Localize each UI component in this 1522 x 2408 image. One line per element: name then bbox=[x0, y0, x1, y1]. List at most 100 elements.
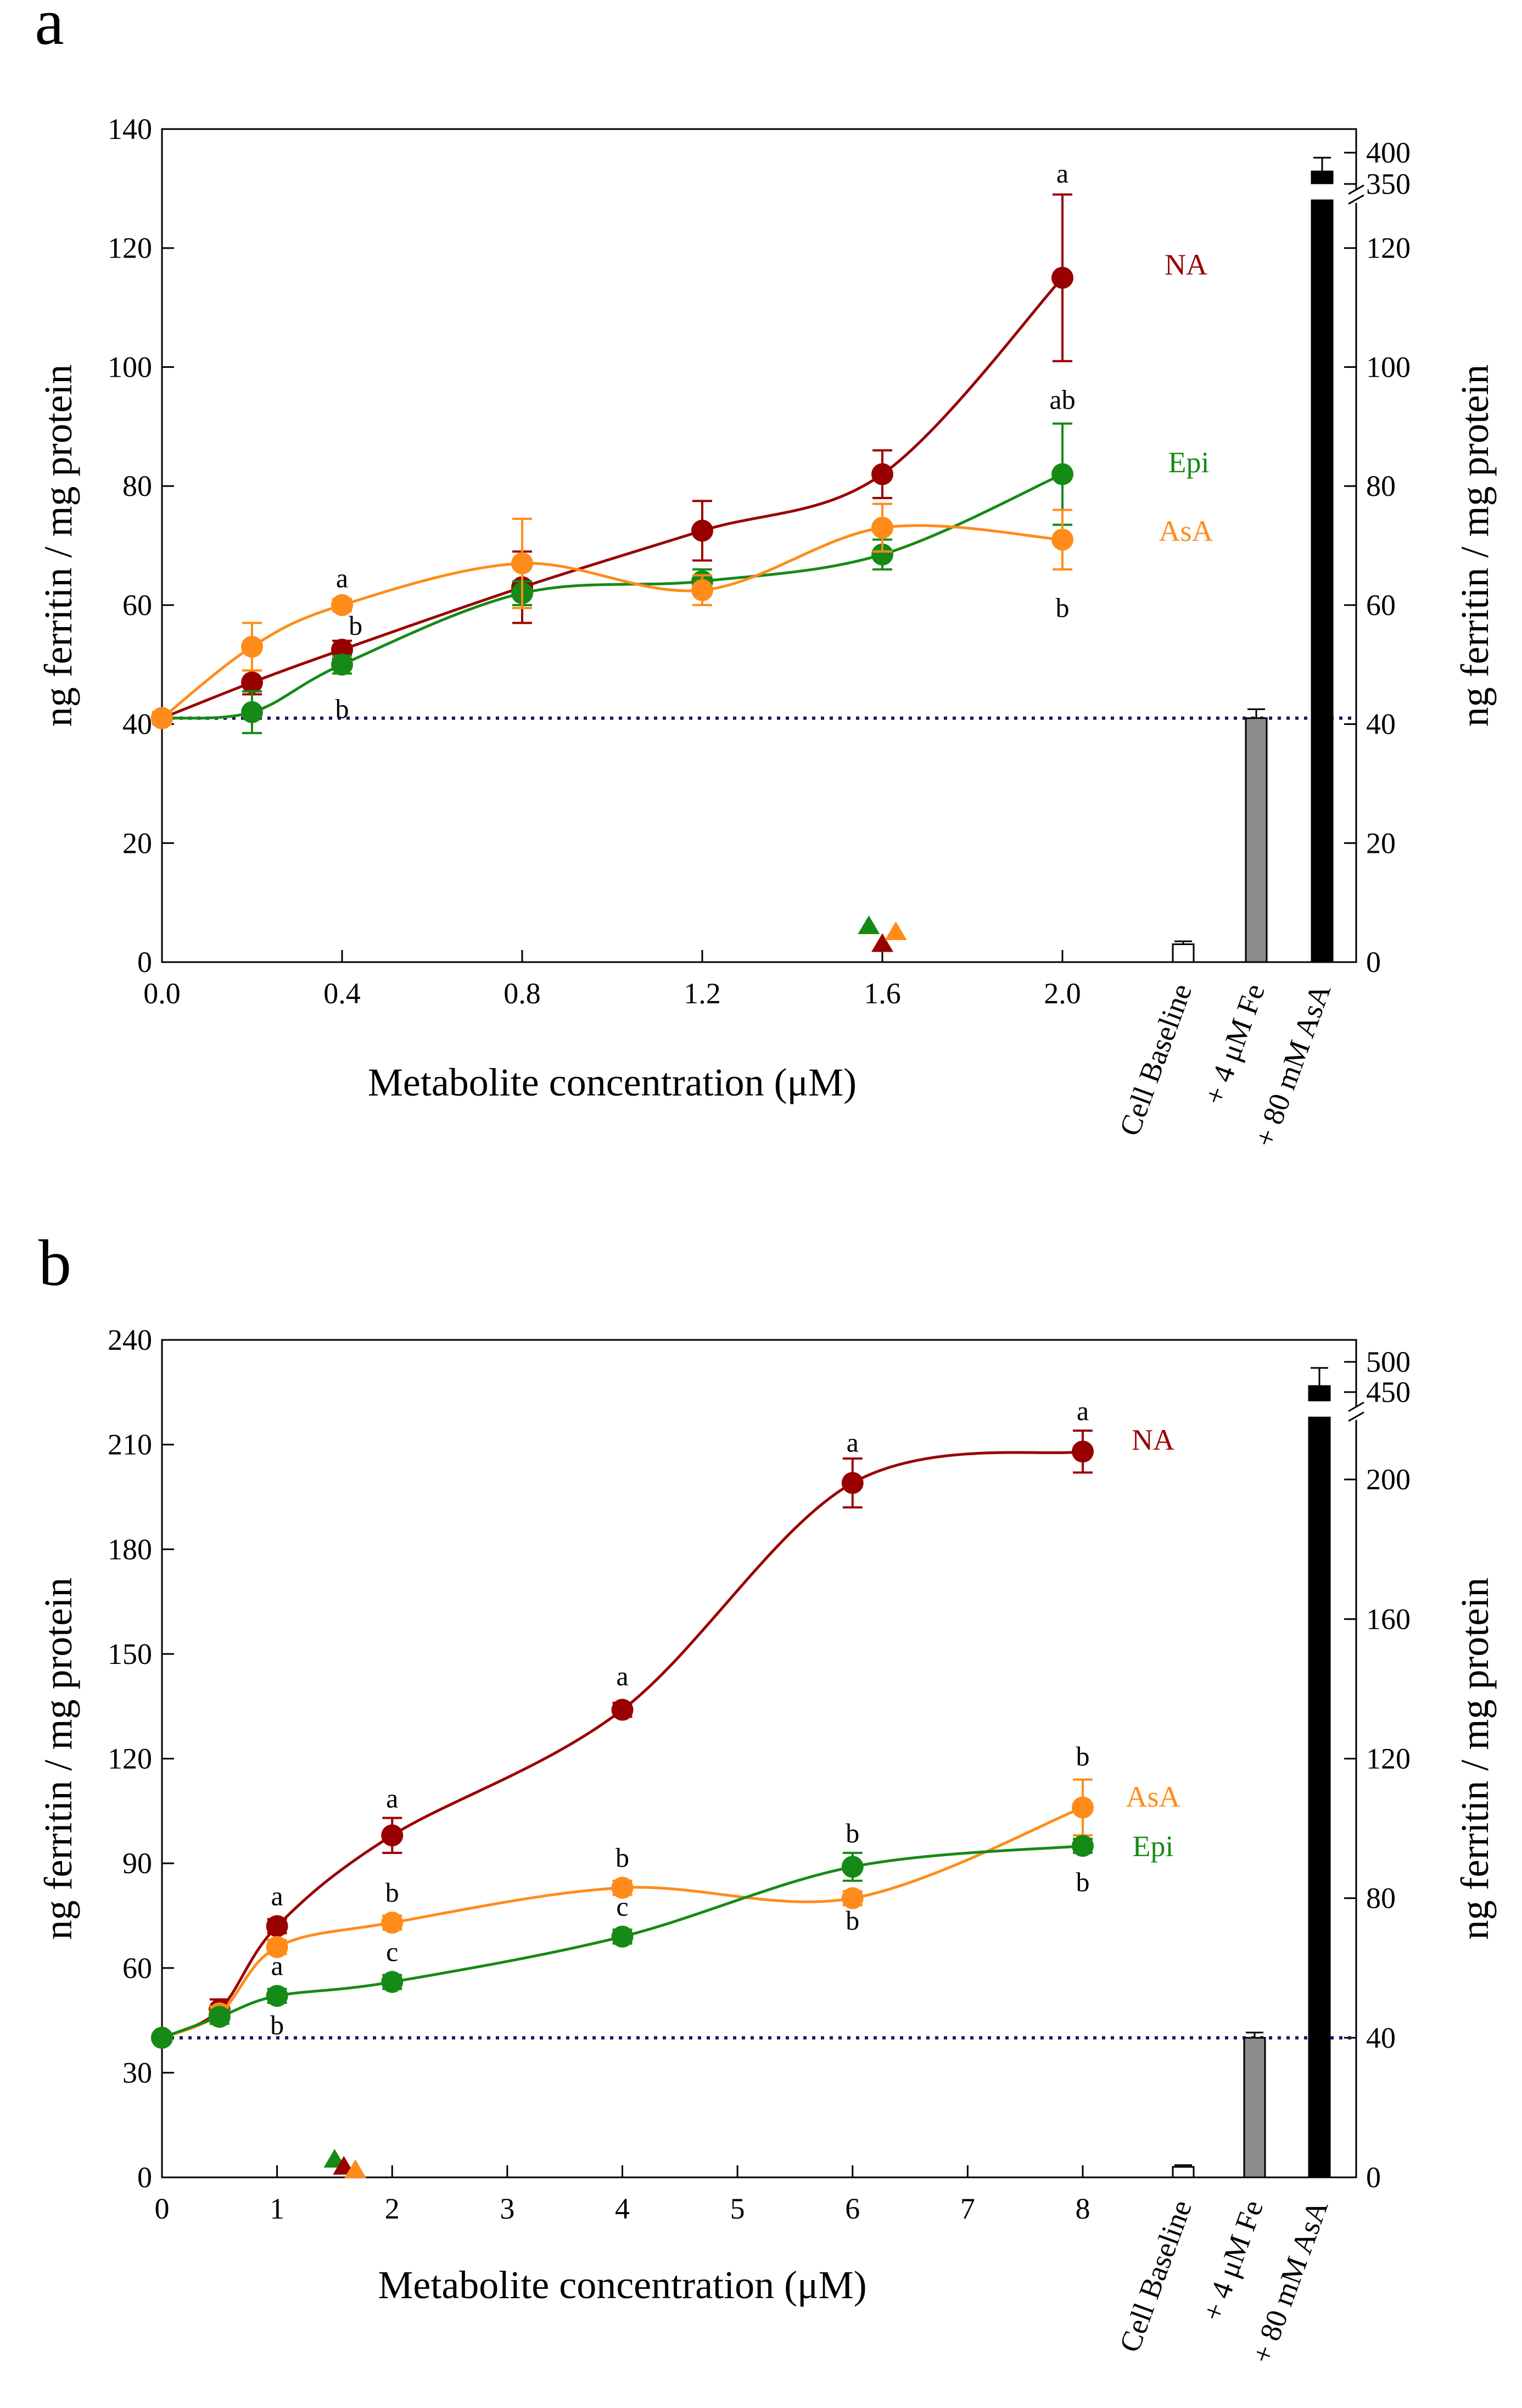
control-marker bbox=[858, 915, 880, 934]
data-point bbox=[871, 543, 893, 566]
data-point bbox=[331, 594, 353, 616]
series-label: NA bbox=[1132, 1423, 1174, 1456]
right-y-tick-label: 120 bbox=[1366, 232, 1411, 265]
significance-letter: b bbox=[270, 2009, 284, 2040]
significance-letter: c bbox=[386, 1936, 398, 1967]
significance-letter: a bbox=[847, 1427, 859, 1457]
significance-letter: b bbox=[1056, 593, 1070, 623]
y-tick-label: 120 bbox=[108, 1742, 152, 1775]
bar bbox=[1243, 2037, 1266, 2178]
data-point bbox=[611, 1699, 634, 1721]
x-tick-label: 8 bbox=[1076, 2192, 1090, 2225]
significance-letter: a bbox=[386, 1783, 398, 1813]
x-axis-label: Metabolite concentration (μM) bbox=[378, 2263, 866, 2307]
bar bbox=[1308, 1385, 1331, 2178]
data-point bbox=[266, 1915, 288, 1937]
x-tick-label: 0.4 bbox=[323, 977, 361, 1010]
significance-letter: b bbox=[846, 1818, 859, 1848]
y-tick-label: 180 bbox=[108, 1533, 152, 1566]
data-point bbox=[241, 635, 263, 658]
right-y-tick-label: 120 bbox=[1366, 1742, 1411, 1775]
significance-letter: ab bbox=[1049, 384, 1075, 415]
panel-a: a 0 20 40 60 80 100 120 140 0 20 40 60 80 100 120 350400… bbox=[35, 0, 1497, 1151]
data-point bbox=[871, 516, 893, 539]
data-point bbox=[841, 1856, 864, 1878]
x-tick-label: 1.6 bbox=[864, 977, 901, 1010]
right-y-axis-label: ng ferritin / mg protein bbox=[1453, 1578, 1497, 1940]
data-point bbox=[381, 1824, 404, 1847]
y-tick-label: 100 bbox=[108, 350, 152, 383]
x-tick-label: 0 bbox=[155, 2192, 170, 2225]
bar bbox=[1245, 717, 1268, 963]
data-point bbox=[841, 1887, 864, 1909]
data-point bbox=[611, 1925, 634, 1948]
x-tick-label: 2 bbox=[385, 2192, 400, 2225]
x-tick-label: 1.2 bbox=[684, 977, 721, 1010]
bar-category-label: + 4 μM Fe bbox=[1198, 980, 1272, 1109]
y-tick-label: 150 bbox=[108, 1638, 152, 1670]
data-point bbox=[691, 519, 713, 542]
y-tick-label: 140 bbox=[108, 113, 152, 146]
significance-letter: a bbox=[1056, 158, 1068, 189]
right-break-tick-label: 500 bbox=[1366, 1345, 1411, 1378]
x-tick-label: 1 bbox=[270, 2192, 284, 2225]
y-tick-label: 60 bbox=[122, 589, 152, 622]
data-point bbox=[511, 552, 533, 575]
series-na: a a a a a NA bbox=[151, 1395, 1174, 2049]
right-y-tick-label: 100 bbox=[1366, 350, 1411, 383]
plot-frame bbox=[161, 128, 1357, 963]
series-line bbox=[161, 473, 1064, 720]
y-tick-label: 210 bbox=[108, 1428, 152, 1461]
panel-letter: a bbox=[35, 0, 64, 58]
significance-letter: a bbox=[271, 1950, 283, 1981]
data-point bbox=[841, 1472, 864, 1494]
series-line bbox=[161, 277, 1064, 720]
bar bbox=[1172, 2166, 1195, 2178]
significance-letter: b bbox=[1076, 1741, 1090, 1772]
series-label: AsA bbox=[1126, 1780, 1180, 1813]
significance-letter: b bbox=[335, 694, 349, 724]
bar bbox=[1172, 943, 1195, 963]
control-marker bbox=[871, 933, 893, 952]
axis-break-gap bbox=[1354, 189, 1358, 203]
data-point bbox=[1072, 1796, 1094, 1819]
right-break-tick-label: 450 bbox=[1366, 1376, 1411, 1409]
y-tick-label: 40 bbox=[122, 708, 152, 741]
significance-letter: a bbox=[271, 1880, 283, 1911]
y-tick-label: 0 bbox=[137, 2161, 152, 2194]
x-tick-label: 0.0 bbox=[143, 977, 181, 1010]
data-point bbox=[266, 1985, 288, 2007]
panel-letter: b bbox=[38, 1226, 71, 1299]
series-line bbox=[161, 1844, 1083, 2040]
series-na: a NA bbox=[151, 158, 1207, 729]
data-point bbox=[151, 707, 173, 729]
right-break-tick-label: 350 bbox=[1366, 167, 1411, 200]
y-axis-label: ng ferritin / mg protein bbox=[36, 365, 80, 727]
series-asa: a b b AsA bbox=[151, 502, 1213, 729]
data-point bbox=[241, 671, 263, 694]
series-label: Epi bbox=[1133, 1830, 1174, 1863]
series-label: Epi bbox=[1168, 446, 1210, 479]
panel-b: b030609012015018021024004080120160200450… bbox=[36, 1226, 1497, 2367]
x-tick-label: 4 bbox=[615, 2192, 630, 2225]
significance-letter: a bbox=[336, 562, 348, 593]
significance-letter: b bbox=[615, 1842, 629, 1873]
axis-break-mark bbox=[1348, 185, 1364, 195]
series-label: AsA bbox=[1159, 515, 1213, 547]
bar-category-label: Cell Baseline bbox=[1113, 2196, 1198, 2357]
axis-break-mark bbox=[1348, 1401, 1364, 1412]
y-axis-label: ng ferritin / mg protein bbox=[36, 1578, 80, 1940]
series-asa: b b b b AsA bbox=[151, 1741, 1180, 2049]
right-break-tick-label: 400 bbox=[1366, 136, 1411, 169]
control-marker bbox=[885, 921, 907, 940]
right-y-tick-label: 80 bbox=[1366, 1882, 1396, 1915]
significance-letter: a bbox=[1077, 1395, 1089, 1426]
right-y-tick-label: 60 bbox=[1366, 589, 1396, 622]
data-point bbox=[1051, 266, 1073, 289]
significance-letter: b bbox=[1076, 1867, 1090, 1897]
x-tick-label: 6 bbox=[845, 2192, 860, 2225]
x-axis-label: Metabolite concentration (μM) bbox=[368, 1060, 857, 1104]
